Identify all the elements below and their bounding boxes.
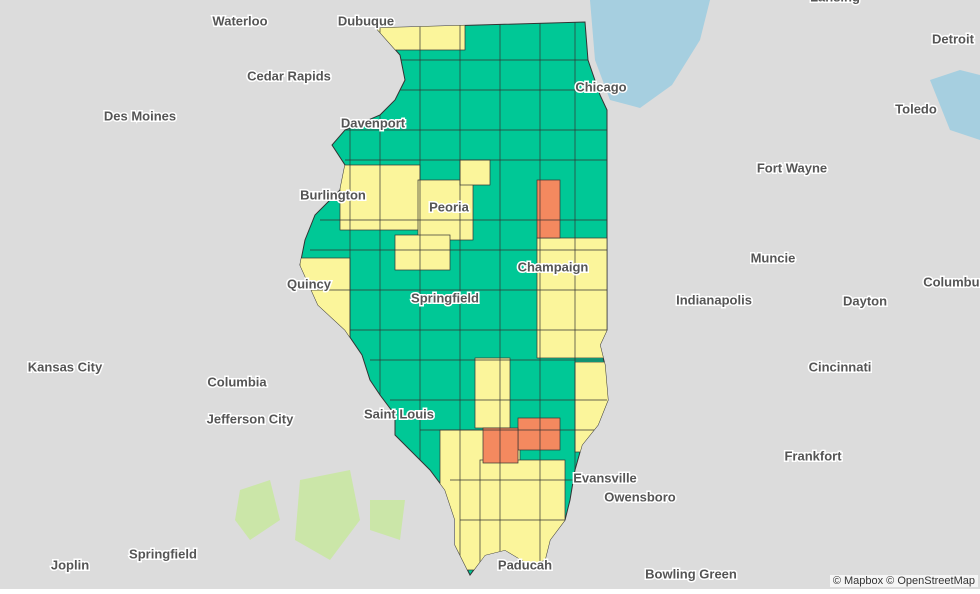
city-label: Paducah [498,557,552,572]
city-label: Kansas City [28,359,103,374]
city-label: Davenport [341,115,406,130]
city-label: Owensboro [604,489,676,504]
city-label: Fort Wayne [757,160,827,175]
parks [235,470,405,560]
city-label: Evansville [573,470,637,485]
city-label: Lansing [810,0,860,4]
attribution: © Mapbox © OpenStreetMap [829,575,978,587]
city-label: Waterloo [212,13,267,28]
city-label: Cincinnati [809,359,872,374]
city-label: Detroit [932,31,975,46]
lake-michigan [590,0,710,108]
city-label: Springfield [129,546,197,561]
city-label: Springfield [411,290,479,305]
city-labels: Waterloo Dubuque Lansing Detroit Cedar Rapid… [26,0,980,583]
city-label: Bowling Green [645,566,737,581]
city-label: Indianapolis [676,292,752,307]
city-label: Chicago [575,79,626,94]
city-label: Muncie [751,250,796,265]
city-label: Frankfort [784,448,842,463]
city-label: Champaign [518,259,589,274]
city-label: Columbus [923,274,980,289]
city-label: Saint Louis [364,406,434,421]
city-label: Quincy [287,276,332,291]
city-label: Cedar Rapids [247,68,331,83]
city-label: Dayton [843,293,887,308]
city-label: Jefferson City [207,411,294,426]
city-label: Joplin [51,557,89,572]
city-label: Des Moines [104,108,176,123]
city-label: Dubuque [338,13,394,28]
city-label: Peoria [429,199,470,214]
lake-erie [930,70,980,140]
city-label: Toledo [895,101,937,116]
city-label: Burlington [300,187,366,202]
city-label: Columbia [207,374,267,389]
